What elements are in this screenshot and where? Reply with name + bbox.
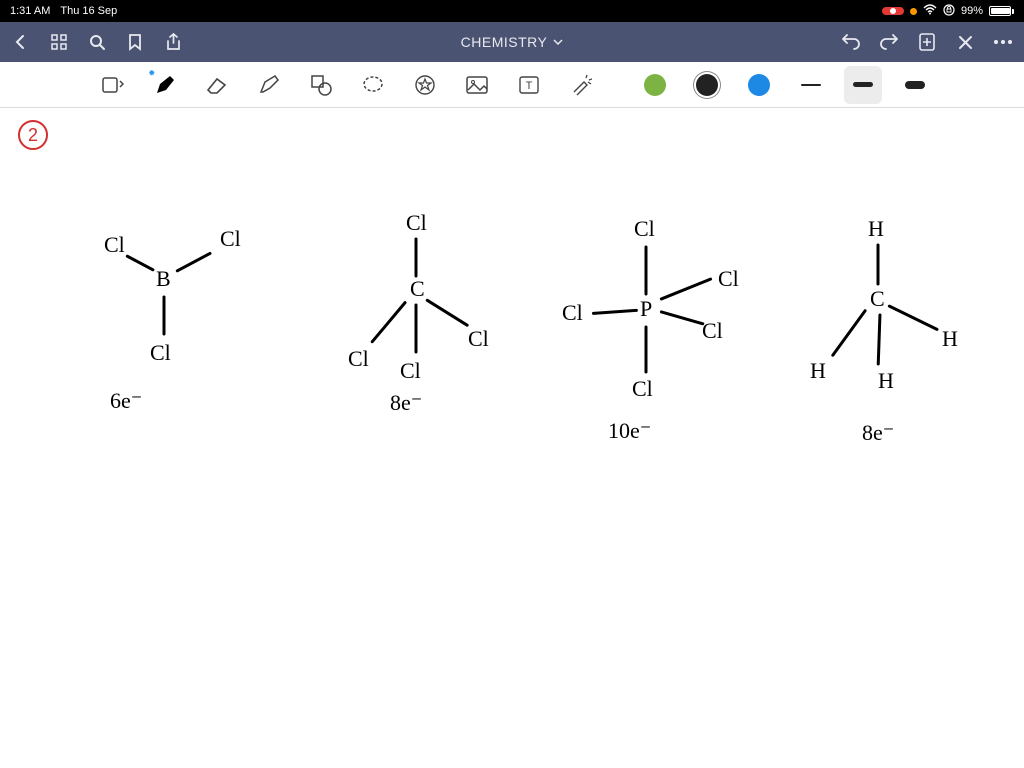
shape-tool[interactable] [302,66,340,104]
svg-text:T: T [526,80,533,92]
atom-label: Cl [702,318,723,344]
thickness-medium[interactable] [844,66,882,104]
atom-label: Cl [468,326,489,352]
redo-icon[interactable] [880,33,898,51]
share-icon[interactable] [164,33,182,51]
page-number-badge: 2 [18,120,48,150]
atom-label: Cl [400,358,421,384]
document-title[interactable]: CHEMISTRY [202,34,822,50]
bond [163,296,166,336]
atom-label: Cl [150,340,171,366]
atom-label: B [156,266,171,292]
drawing-canvas[interactable]: 2 B Cl Cl Cl 6e⁻ C Cl Cl Cl Cl 8e⁻ P Cl Cl Cl Cl Cl 10e⁻ C… [0,108,1024,768]
bond [660,310,705,326]
atom-label: Cl [562,300,583,326]
text-tool[interactable]: T [510,66,548,104]
status-time: 1:31 AM [10,5,50,17]
atom-label: C [870,286,885,312]
atom-label: C [410,276,425,302]
thickness-thin[interactable] [792,66,830,104]
electron-count: 6e⁻ [110,388,142,414]
electron-count: 8e⁻ [862,420,894,446]
eraser-tool[interactable] [198,66,236,104]
recording-indicator [882,7,904,15]
status-bar: 1:31 AM Thu 16 Sep 99% [0,0,1024,22]
electron-count: 8e⁻ [390,390,422,416]
atom-label: Cl [634,216,655,242]
color-black[interactable] [688,66,726,104]
more-icon[interactable] [994,33,1012,51]
bond [645,326,648,374]
color-blue[interactable] [740,66,778,104]
atom-label: Cl [632,376,653,402]
battery-icon [989,6,1014,16]
bond [415,304,418,354]
status-date: Thu 16 Sep [60,5,117,17]
orientation-lock-icon [943,4,955,19]
favorites-tool[interactable] [406,66,444,104]
bond [887,304,939,331]
wifi-icon [923,4,937,18]
read-mode-button[interactable] [94,66,132,104]
atom-label: Cl [220,226,241,252]
back-icon[interactable] [12,33,30,51]
bond [370,301,407,344]
atom-label: Cl [718,266,739,292]
highlighter-tool[interactable] [250,66,288,104]
atom-label: Cl [348,346,369,372]
atom-label: H [868,216,884,242]
bond [125,254,155,272]
bond [831,309,868,358]
atom-label: H [878,368,894,394]
bond [645,246,648,296]
search-icon[interactable] [88,33,106,51]
atom-label: H [942,326,958,352]
bond [592,309,638,315]
orange-dot-indicator [910,8,917,15]
bond [659,277,712,301]
atom-label: P [640,296,652,322]
bond [877,313,882,365]
thickness-thick[interactable] [896,66,934,104]
electron-count: 10e⁻ [608,418,651,444]
bookmark-icon[interactable] [126,33,144,51]
color-green[interactable] [636,66,674,104]
bond [425,298,469,327]
undo-icon[interactable] [842,33,860,51]
close-icon[interactable] [956,33,974,51]
battery-pct: 99% [961,5,983,17]
atom-label: Cl [406,210,427,236]
bond [415,238,418,278]
pen-tool[interactable]: ⁕ [146,66,184,104]
bond [877,244,880,286]
image-tool[interactable] [458,66,496,104]
bond [175,251,212,272]
lasso-tool[interactable] [354,66,392,104]
nav-bar: CHEMISTRY [0,22,1024,62]
laser-tool[interactable] [562,66,600,104]
add-page-icon[interactable] [918,33,936,51]
grid-icon[interactable] [50,33,68,51]
atom-label: Cl [104,232,125,258]
toolbar: ⁕ T [0,62,1024,108]
atom-label: H [810,358,826,384]
